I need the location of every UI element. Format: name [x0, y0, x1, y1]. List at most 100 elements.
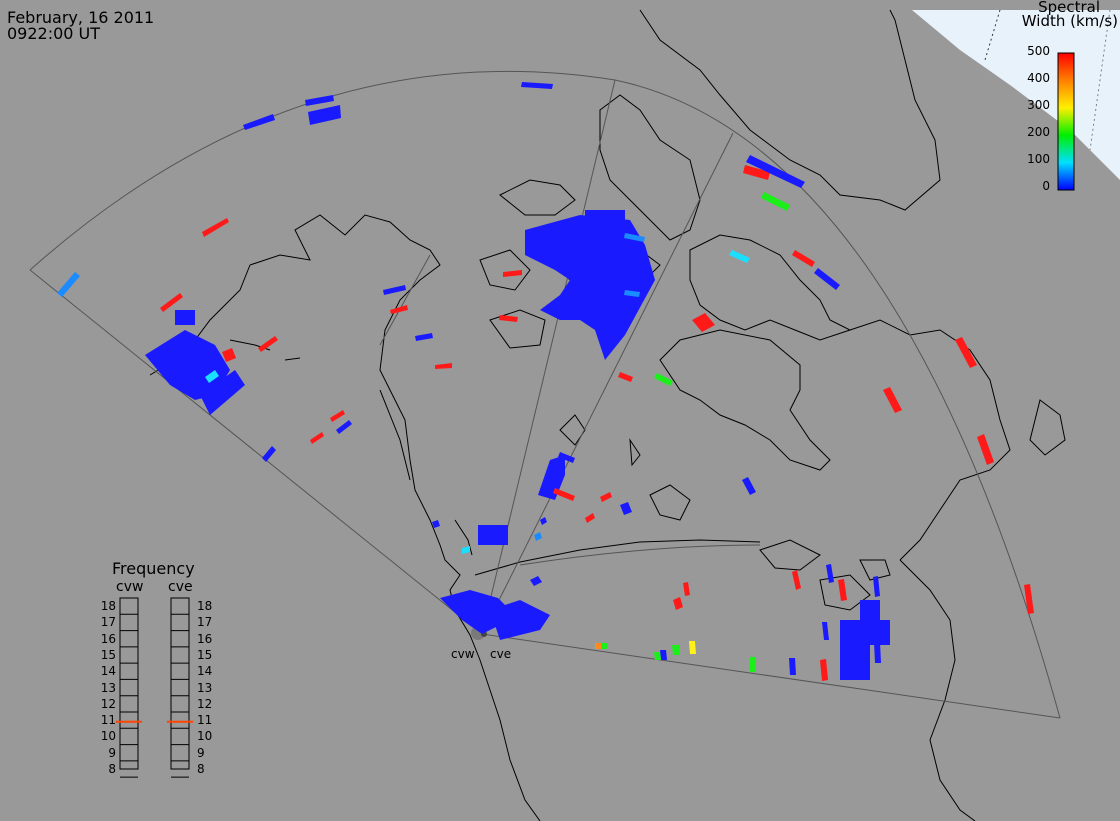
echo-blue — [262, 446, 276, 462]
echo-blue — [789, 658, 796, 675]
freq-label-east: 9 — [197, 745, 205, 760]
frequency-west-label: cvw — [116, 579, 144, 595]
echo-red — [1024, 584, 1034, 614]
echo-red — [673, 597, 683, 610]
echo-scatter-blue — [243, 82, 881, 675]
colorbar-tick-label: 0 — [1042, 179, 1050, 193]
echo-lightblue — [624, 233, 645, 242]
coastline-newfoundland — [1029, 399, 1066, 456]
echo-red — [553, 488, 575, 501]
freq-label-west: 12 — [100, 696, 116, 711]
echo-cluster-radar-near — [440, 525, 550, 640]
echo-cluster-midfov — [538, 455, 565, 500]
fov-range-arc — [519, 544, 761, 566]
freq-ticks-east — [171, 613, 189, 778]
echo-cluster-east — [840, 600, 890, 680]
colorbar-title-1: Spectral — [1038, 0, 1100, 16]
freq-label-east: 14 — [197, 664, 213, 679]
coastline-arctic-2 — [599, 94, 701, 241]
echo-lightblue — [624, 290, 640, 297]
fov-west-edge — [29, 269, 483, 635]
coastline-hudson-bay — [659, 329, 831, 471]
echo-orange — [595, 643, 601, 649]
coastline-interior-lakes — [559, 414, 691, 521]
echo-blue — [746, 155, 805, 188]
border-us-canada — [474, 539, 761, 576]
echo-red — [390, 305, 408, 314]
colorbar-tick-label: 100 — [1027, 152, 1050, 166]
freq-scale-east — [170, 597, 190, 770]
radar-label-cve: cve — [490, 647, 512, 661]
freq-label-west: 16 — [100, 631, 116, 646]
echo-lightblue — [534, 532, 542, 541]
fov-outer-arc — [29, 70, 1061, 719]
coastline-arctic-4 — [479, 249, 531, 291]
echo-blue — [432, 520, 440, 528]
date-label: February, 16 2011 — [7, 8, 155, 27]
echo-red — [503, 270, 522, 277]
echo-green — [654, 652, 661, 660]
echo-blue — [530, 576, 542, 586]
coastline-greenland — [639, 9, 941, 211]
echo-blue — [336, 420, 352, 434]
echo-east-side — [870, 620, 890, 645]
coastline-bc-islands — [379, 389, 473, 556]
echo-cyan — [462, 546, 470, 554]
colorbar-title-2: Width (km/s) — [1021, 12, 1118, 30]
echo-cluster-arctic — [525, 210, 655, 360]
echo-blue — [305, 95, 334, 106]
fov-cvw-east-edge — [481, 132, 734, 635]
freq-label-east: 12 — [197, 696, 213, 711]
echo-midfov-strip — [538, 455, 565, 500]
colorbar-tick-label: 400 — [1027, 71, 1050, 85]
polar-latitude-line — [984, 9, 1001, 61]
echo-east-top — [860, 600, 880, 625]
echo-red — [743, 165, 770, 180]
echo-arctic-main — [525, 215, 655, 360]
fov-cvw-inner — [379, 254, 431, 346]
echo-cyan — [205, 370, 219, 383]
echo-red — [820, 659, 828, 681]
polar-latitude-line — [1089, 9, 1111, 151]
echo-blue — [814, 268, 840, 290]
coastline-great-lakes — [759, 539, 891, 611]
echo-red — [692, 313, 715, 332]
echo-scatter-colored — [57, 192, 790, 672]
echo-alaska-block — [175, 310, 195, 325]
coastline-alaska — [249, 214, 541, 821]
echo-blue — [826, 564, 834, 583]
echo-red — [330, 410, 345, 422]
echo-blue — [742, 477, 756, 495]
echo-east-main — [840, 620, 870, 680]
frequency-title: Frequency — [112, 559, 195, 578]
echo-green — [672, 645, 680, 655]
echo-arctic-north — [585, 210, 625, 220]
echo-blue — [874, 642, 881, 663]
freq-label-west: 11 — [100, 713, 116, 728]
echo-red — [792, 250, 815, 267]
freq-label-east: 11 — [197, 713, 213, 728]
freq-label-east: 8 — [197, 762, 205, 776]
echo-green — [761, 192, 790, 211]
echo-cluster-alaska — [145, 310, 245, 415]
echo-blue — [540, 517, 547, 525]
echo-lightblue — [57, 272, 80, 297]
echo-blue — [243, 114, 275, 130]
echo-red — [310, 432, 324, 444]
colorbar-tick-label: 300 — [1027, 98, 1050, 112]
frequency-panel-graphics — [119, 597, 190, 778]
freq-label-east: 17 — [197, 615, 213, 630]
coastline-arctic-5 — [489, 309, 546, 349]
freq-label-west: 14 — [100, 664, 116, 679]
freq-label-east: 13 — [197, 680, 213, 695]
freq-label-east: 15 — [197, 648, 213, 662]
echo-near-cvw — [440, 590, 510, 634]
echo-red — [977, 434, 994, 465]
echo-red — [618, 372, 633, 382]
echo-green — [654, 373, 673, 386]
echo-red — [435, 363, 452, 369]
echo-red — [202, 218, 229, 237]
echo-red — [955, 337, 977, 368]
